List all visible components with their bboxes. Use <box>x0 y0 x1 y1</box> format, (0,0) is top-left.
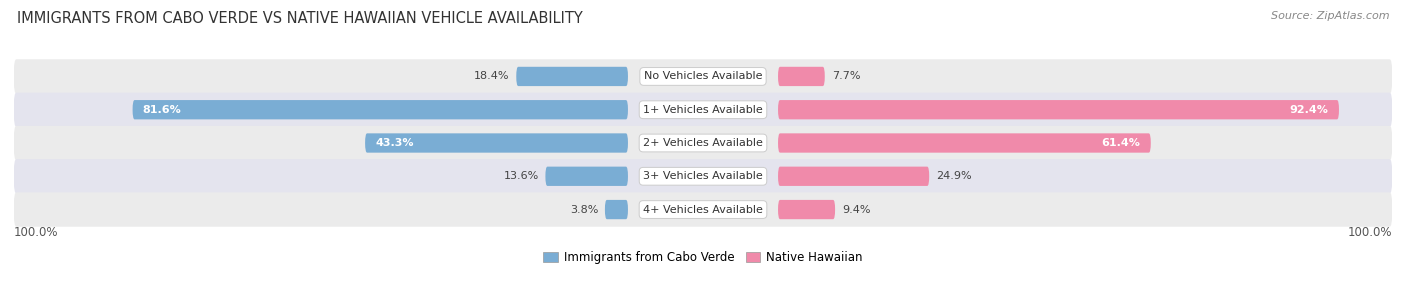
FancyBboxPatch shape <box>546 167 628 186</box>
FancyBboxPatch shape <box>14 93 1392 127</box>
Text: 3+ Vehicles Available: 3+ Vehicles Available <box>643 171 763 181</box>
Text: 43.3%: 43.3% <box>375 138 413 148</box>
FancyBboxPatch shape <box>14 159 1392 193</box>
Text: 18.4%: 18.4% <box>474 72 509 82</box>
Text: 4+ Vehicles Available: 4+ Vehicles Available <box>643 204 763 214</box>
FancyBboxPatch shape <box>516 67 628 86</box>
FancyBboxPatch shape <box>778 200 835 219</box>
FancyBboxPatch shape <box>605 200 628 219</box>
FancyBboxPatch shape <box>778 100 1339 119</box>
FancyBboxPatch shape <box>132 100 628 119</box>
FancyBboxPatch shape <box>778 167 929 186</box>
Text: 9.4%: 9.4% <box>842 204 870 214</box>
FancyBboxPatch shape <box>778 133 1150 153</box>
Text: No Vehicles Available: No Vehicles Available <box>644 72 762 82</box>
Text: 24.9%: 24.9% <box>936 171 972 181</box>
Text: 100.0%: 100.0% <box>1347 226 1392 239</box>
Text: 2+ Vehicles Available: 2+ Vehicles Available <box>643 138 763 148</box>
FancyBboxPatch shape <box>14 59 1392 94</box>
FancyBboxPatch shape <box>366 133 628 153</box>
Text: 92.4%: 92.4% <box>1289 105 1329 115</box>
FancyBboxPatch shape <box>14 126 1392 160</box>
Legend: Immigrants from Cabo Verde, Native Hawaiian: Immigrants from Cabo Verde, Native Hawai… <box>538 247 868 269</box>
Text: Source: ZipAtlas.com: Source: ZipAtlas.com <box>1271 11 1389 21</box>
FancyBboxPatch shape <box>14 192 1392 227</box>
Text: 13.6%: 13.6% <box>503 171 538 181</box>
Text: 3.8%: 3.8% <box>569 204 598 214</box>
Text: 61.4%: 61.4% <box>1102 138 1140 148</box>
Text: IMMIGRANTS FROM CABO VERDE VS NATIVE HAWAIIAN VEHICLE AVAILABILITY: IMMIGRANTS FROM CABO VERDE VS NATIVE HAW… <box>17 11 582 26</box>
Text: 7.7%: 7.7% <box>831 72 860 82</box>
Text: 100.0%: 100.0% <box>14 226 59 239</box>
Text: 81.6%: 81.6% <box>143 105 181 115</box>
Text: 1+ Vehicles Available: 1+ Vehicles Available <box>643 105 763 115</box>
FancyBboxPatch shape <box>778 67 825 86</box>
